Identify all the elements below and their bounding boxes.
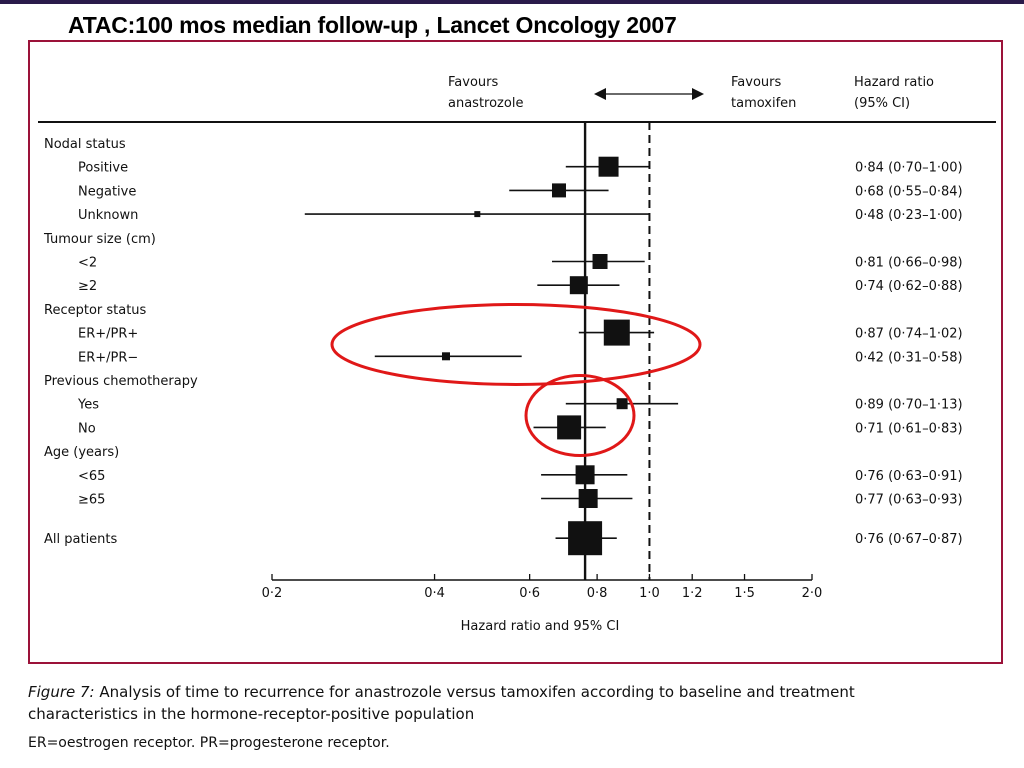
caption-line-3: ER=oestrogen receptor. PR=progesterone r… xyxy=(28,735,390,751)
row-label-negative: Negative xyxy=(78,184,136,199)
hr-value-yes: 0·89 (0·70–1·13) xyxy=(855,398,963,413)
hr-value-ltneg65: 0·76 (0·63–0·91) xyxy=(855,469,963,484)
row-label-geneg65: ≥65 xyxy=(78,493,105,508)
x-tick-label: 0·4 xyxy=(424,586,445,601)
x-tick-label: 1·5 xyxy=(734,586,755,601)
figure-frame xyxy=(28,40,1003,664)
point-estimate-geneg65 xyxy=(578,489,598,508)
hr-value-erpos-prneg: 0·42 (0·31–0·58) xyxy=(855,350,963,365)
x-tick-label: 0·6 xyxy=(519,586,540,601)
point-estimate-geneg2 xyxy=(569,276,588,295)
row-label-no: No xyxy=(78,421,96,436)
x-tick-label: 1·0 xyxy=(639,586,660,601)
hr-value-geneg2: 0·74 (0·62–0·88) xyxy=(855,279,963,294)
arrow-right-icon xyxy=(692,88,704,100)
x-tick-label: 1·2 xyxy=(682,586,703,601)
hr-value-erpos-prpos: 0·87 (0·74–1·02) xyxy=(855,327,963,342)
group-heading-receptor-status: Receptor status xyxy=(44,303,147,318)
favours-right-line2: tamoxifen xyxy=(731,96,796,111)
top-accent-bar xyxy=(0,0,1024,4)
favours-left-line1: Favours xyxy=(448,75,498,90)
hr-value-negative: 0·68 (0·55–0·84) xyxy=(855,184,963,199)
point-estimate-unknown xyxy=(474,211,481,218)
caption-line-1: Figure 7: Analysis of time to recurrence… xyxy=(28,683,855,701)
plot-area: 0·2 0·4 0·6 0·8 1·0 1·2 1·5 2·0 Hazard ratio and… xyxy=(43,122,963,634)
forest-plot: Favours anastrozole Favours tamoxifen Ha… xyxy=(38,75,996,634)
row-label-ltneg65: <65 xyxy=(78,469,105,484)
point-estimate-yes xyxy=(616,398,628,410)
point-estimate-negative xyxy=(551,183,566,198)
point-estimate-ltneg65 xyxy=(575,465,595,485)
group-heading-tumour-size-cm: Tumour size (cm) xyxy=(43,232,156,247)
x-tick-label: 0·2 xyxy=(262,586,283,601)
group-heading-age-years: Age (years) xyxy=(44,445,119,460)
row-label-all-patients: All patients xyxy=(44,532,118,547)
hr-header-line2: (95% CI) xyxy=(854,96,910,111)
favours-right-line1: Favours xyxy=(731,75,781,90)
arrow-left-icon xyxy=(594,88,606,100)
highlight-ellipse-chemotherapy xyxy=(524,374,636,458)
hr-value-unknown: 0·48 (0·23–1·00) xyxy=(855,208,963,223)
point-estimate-erpos-prneg xyxy=(441,352,450,361)
point-estimate-ltneg2 xyxy=(592,254,608,269)
point-estimate-all-patients xyxy=(568,521,603,556)
favours-left-line2: anastrozole xyxy=(448,96,523,111)
caption-line-2: characteristics in the hormone-receptor-… xyxy=(28,705,475,723)
point-estimate-positive xyxy=(598,156,619,177)
row-label-erpos-prneg: ER+/PR− xyxy=(78,350,138,365)
caption-text-1: Analysis of time to recurrence for anast… xyxy=(94,683,855,701)
hr-value-no: 0·71 (0·61–0·83) xyxy=(855,421,963,436)
row-label-erpos-prpos: ER+/PR+ xyxy=(78,327,138,342)
row-label-unknown: Unknown xyxy=(78,208,138,223)
slide-title: ATAC:100 mos median follow-up , Lancet O… xyxy=(68,12,677,38)
x-tick-label: 0·8 xyxy=(587,586,608,601)
row-label-positive: Positive xyxy=(78,161,128,176)
column-header: Favours anastrozole Favours tamoxifen Ha… xyxy=(38,75,996,123)
x-tick-label: 2·0 xyxy=(802,586,823,601)
point-estimate-erpos-prpos xyxy=(603,319,630,346)
hr-header-line1: Hazard ratio xyxy=(854,75,934,90)
figure-label: Figure 7: xyxy=(28,683,95,701)
point-estimate-no xyxy=(557,415,582,440)
row-label-geneg2: ≥2 xyxy=(78,279,97,294)
x-axis-label: Hazard ratio and 95% CI xyxy=(461,619,620,634)
hr-value-all-patients: 0·76 (0·67–0·87) xyxy=(855,532,963,547)
hr-value-ltneg2: 0·81 (0·66–0·98) xyxy=(855,256,963,271)
highlight-ellipse-receptor xyxy=(330,302,702,386)
group-heading-previous-chemotherapy: Previous chemotherapy xyxy=(44,374,198,389)
group-heading-nodal-status: Nodal status xyxy=(44,137,126,152)
row-label-ltneg2: <2 xyxy=(78,256,97,271)
hr-value-geneg65: 0·77 (0·63–0·93) xyxy=(855,493,963,508)
row-label-yes: Yes xyxy=(77,398,99,413)
hr-value-positive: 0·84 (0·70–1·00) xyxy=(855,161,963,176)
